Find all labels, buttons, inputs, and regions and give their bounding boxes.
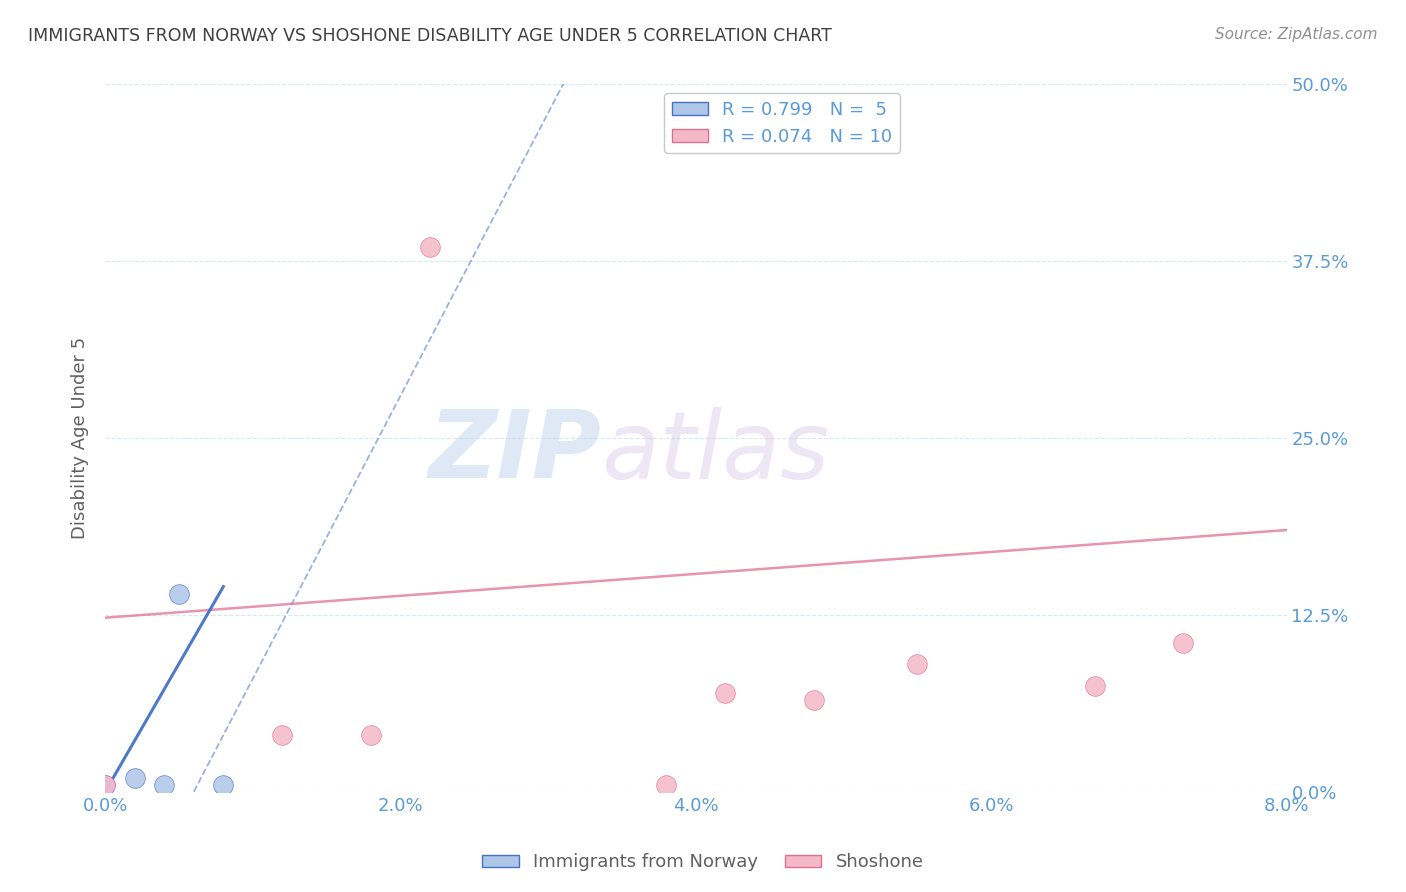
Text: IMMIGRANTS FROM NORWAY VS SHOSHONE DISABILITY AGE UNDER 5 CORRELATION CHART: IMMIGRANTS FROM NORWAY VS SHOSHONE DISAB… <box>28 27 832 45</box>
Text: Source: ZipAtlas.com: Source: ZipAtlas.com <box>1215 27 1378 42</box>
Point <box>655 778 678 792</box>
Point <box>360 728 382 742</box>
Point <box>94 778 117 792</box>
Legend: R = 0.799   N =  5, R = 0.074   N = 10: R = 0.799 N = 5, R = 0.074 N = 10 <box>665 94 900 153</box>
Text: atlas: atlas <box>602 407 830 498</box>
Point <box>167 587 190 601</box>
Point <box>124 771 146 785</box>
Point <box>212 778 235 792</box>
Point <box>153 778 176 792</box>
Point <box>905 657 928 672</box>
Y-axis label: Disability Age Under 5: Disability Age Under 5 <box>72 337 89 539</box>
Legend: Immigrants from Norway, Shoshone: Immigrants from Norway, Shoshone <box>475 847 931 879</box>
Point <box>271 728 294 742</box>
Point <box>1173 636 1195 650</box>
Point <box>803 692 825 706</box>
Text: ZIP: ZIP <box>429 406 602 499</box>
Point <box>94 778 117 792</box>
Point <box>1084 679 1107 693</box>
Point <box>714 686 737 700</box>
Point <box>419 240 441 254</box>
